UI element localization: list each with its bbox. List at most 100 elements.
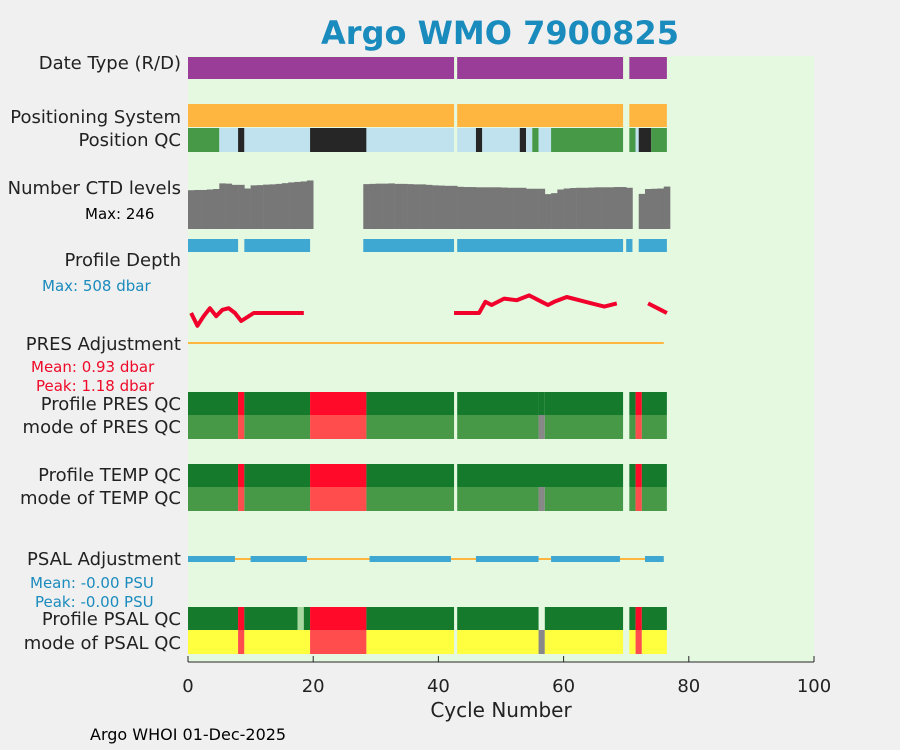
profile-psal-qc-seg-6 xyxy=(366,607,455,630)
ctd-bar-26 xyxy=(400,183,408,229)
ctd-bar-63 xyxy=(638,193,646,229)
position-qc-seg-3 xyxy=(244,128,311,152)
mode-temp-qc-seg-2 xyxy=(244,487,311,511)
ctd-bar-8 xyxy=(238,184,245,229)
ctd-bar-53 xyxy=(569,188,577,229)
ctd-bar-66 xyxy=(657,188,665,229)
footer-credit: Argo WHOI 01-Dec-2025 xyxy=(90,725,287,744)
position-qc-seg-15 xyxy=(635,128,639,152)
ctd-bar-62 xyxy=(626,187,633,229)
psal-adjust-seg-4 xyxy=(551,556,620,562)
mode-psal-qc-seg-4 xyxy=(366,630,455,654)
label-profile-temp-qc: Profile TEMP QC xyxy=(38,465,181,486)
ctd-bar-50 xyxy=(551,193,558,229)
positioning-seg-0 xyxy=(188,104,455,127)
position-qc-seg-9 xyxy=(519,128,527,152)
position-qc-seg-5 xyxy=(366,128,455,152)
depth-line-3 xyxy=(454,293,618,315)
ctd-bar-54 xyxy=(576,187,583,229)
profile-psal-qc-seg-2 xyxy=(244,607,298,630)
ctd-bar-39 xyxy=(482,187,489,229)
x-tick-label-80: 80 xyxy=(677,676,700,697)
ctd-bar-49 xyxy=(544,194,552,229)
datetype-seg-2 xyxy=(629,57,667,79)
x-tick-label-0: 0 xyxy=(182,676,193,697)
label-profile-pres-qc: Profile PRES QC xyxy=(41,394,181,415)
mode-psal-qc-seg-6 xyxy=(538,630,545,654)
psal-adjust-seg-0 xyxy=(188,556,235,562)
ctd-bar-41 xyxy=(494,187,502,229)
ctd-bar-64 xyxy=(644,189,652,229)
ctd-bar-33 xyxy=(444,185,452,229)
position-qc-seg-12 xyxy=(538,128,552,152)
x-tick-label-40: 40 xyxy=(427,676,450,697)
depth-line-0 xyxy=(189,306,304,328)
ctd-bar-22 xyxy=(375,183,383,229)
mode-temp-qc-seg-5 xyxy=(457,487,539,511)
label-ctd-levels: Number CTD levels xyxy=(8,178,181,199)
ctd-bar-19 xyxy=(306,180,314,229)
ctd-bar-37 xyxy=(469,187,477,229)
profile-psal-qc-seg-0 xyxy=(188,607,239,630)
depth-band-seg-4 xyxy=(626,239,633,252)
profile-psal-qc-seg-4 xyxy=(303,607,311,630)
ctd-bar-55 xyxy=(582,187,589,229)
profile-pres-qc-seg-2 xyxy=(244,392,311,415)
position-qc-seg-16 xyxy=(638,128,652,152)
ctd-bar-2 xyxy=(200,189,208,229)
psal-adjust-seg-2 xyxy=(369,556,451,562)
depth-max-label: Max: 508 dbar xyxy=(42,277,151,295)
ctd-bar-36 xyxy=(463,187,470,229)
mode-temp-qc-seg-6 xyxy=(538,487,545,511)
axis-labels: Date Type (R/D) Positioning System Posit… xyxy=(8,53,181,654)
mode-temp-qc-seg-7 xyxy=(544,487,624,511)
mode-temp-qc-seg-4 xyxy=(366,487,455,511)
ctd-bar-45 xyxy=(519,187,527,229)
profile-pres-qc-seg-3 xyxy=(310,392,367,415)
pres-mean-label: Mean: 0.93 dbar xyxy=(31,358,155,376)
profile-psal-qc-seg-8 xyxy=(544,607,624,630)
positioning-seg-2 xyxy=(629,104,667,127)
positioning-seg-1 xyxy=(457,104,624,127)
ctd-bar-25 xyxy=(394,183,402,229)
mode-psal-qc-seg-9 xyxy=(635,630,642,654)
profile-pres-qc-seg-8 xyxy=(629,392,636,415)
label-pres-adjust: PRES Adjustment xyxy=(26,334,181,355)
mode-pres-qc-seg-8 xyxy=(629,415,636,439)
mode-psal-qc-seg-0 xyxy=(188,630,239,654)
profile-temp-qc-seg-7 xyxy=(635,464,642,487)
profile-temp-qc-seg-4 xyxy=(366,464,455,487)
ctd-bar-57 xyxy=(594,187,602,229)
position-qc-seg-6 xyxy=(457,128,476,152)
label-profile-psal-qc: Profile PSAL QC xyxy=(42,609,181,630)
mode-pres-qc-seg-6 xyxy=(538,415,545,439)
profile-psal-qc-seg-7 xyxy=(457,607,539,630)
ctd-bar-61 xyxy=(619,187,627,229)
ctd-bar-29 xyxy=(419,184,427,229)
ctd-bar-58 xyxy=(601,187,608,229)
mode-psal-qc-seg-5 xyxy=(457,630,539,654)
label-psal-adjust: PSAL Adjustment xyxy=(27,549,181,570)
ctd-bar-24 xyxy=(388,183,395,229)
ctd-bar-46 xyxy=(526,188,533,229)
ctd-bar-56 xyxy=(588,187,596,229)
ctd-bar-0 xyxy=(188,190,195,229)
chart-title: Argo WMO 7900825 xyxy=(321,14,679,52)
mode-psal-qc-seg-8 xyxy=(629,630,636,654)
depth-band-seg-2 xyxy=(363,239,455,252)
ctd-bar-31 xyxy=(432,185,439,229)
ctd-bar-59 xyxy=(607,187,614,229)
psal-peak-label: Peak: -0.00 PSU xyxy=(35,593,154,611)
ctd-bar-4 xyxy=(213,189,220,229)
ctd-bar-21 xyxy=(369,183,377,229)
profile-pres-qc-seg-6 xyxy=(538,392,545,415)
ctd-bar-43 xyxy=(507,187,514,229)
label-profile-depth: Profile Depth xyxy=(64,250,181,271)
mode-pres-qc-seg-2 xyxy=(244,415,311,439)
profile-temp-qc-seg-0 xyxy=(188,464,239,487)
mode-psal-qc-seg-7 xyxy=(544,630,624,654)
pres-peak-label: Peak: 1.18 dbar xyxy=(36,377,155,395)
ctd-max-label: Max: 246 xyxy=(85,205,154,223)
position-qc-seg-14 xyxy=(629,128,636,152)
psal-adjust-seg-5 xyxy=(644,556,664,562)
